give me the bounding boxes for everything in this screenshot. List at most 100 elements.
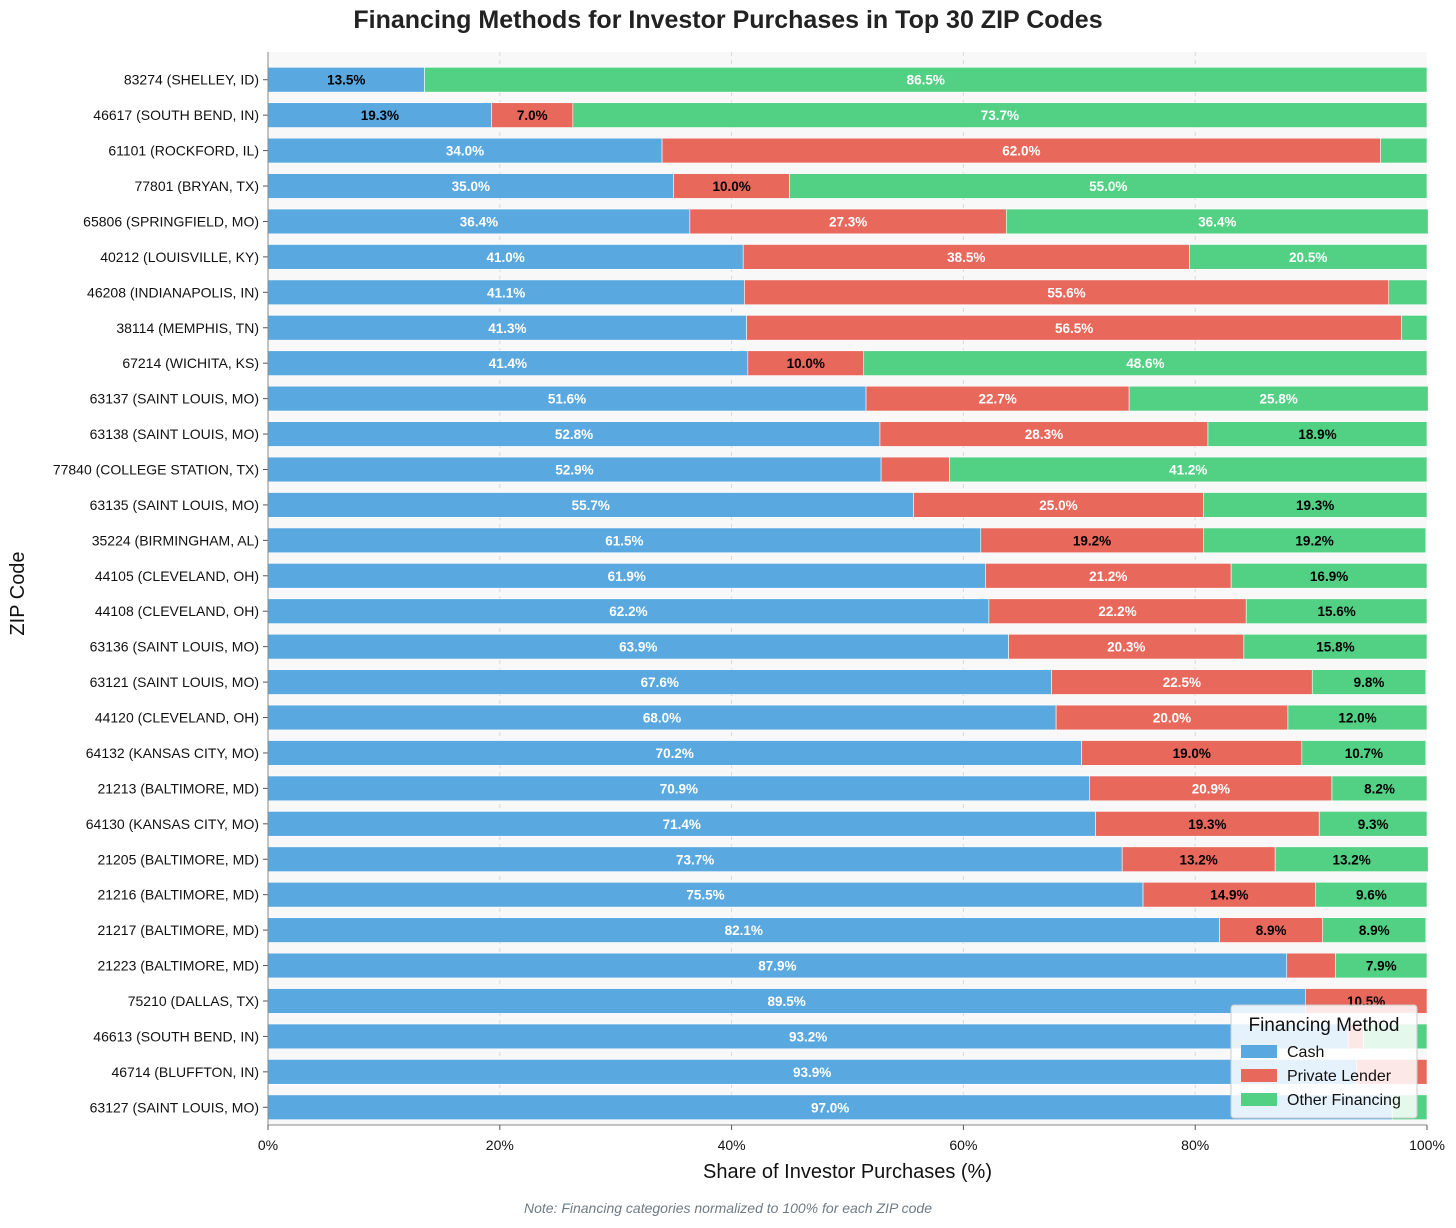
bar-segment (789, 173, 1428, 199)
bar-segment (267, 102, 492, 128)
y-axis-title: ZIP Code (7, 551, 29, 635)
bar-segment (985, 563, 1232, 589)
bar-segment (267, 315, 747, 341)
data-label: 87.9% (758, 959, 796, 974)
legend-box (1230, 1004, 1418, 1119)
bar-segment (1005, 208, 1429, 235)
legend-title: Financing Method (1248, 1015, 1399, 1036)
bar-segment (267, 846, 1123, 872)
legend-swatch (1241, 1069, 1277, 1082)
y-tick-label: 63138 (SAINT LOUIS, MO) (90, 426, 259, 442)
chart-note: Note: Financing categories normalized to… (523, 1200, 933, 1216)
data-label: 73.7% (676, 852, 714, 867)
data-label: 10.0% (712, 179, 750, 194)
bar-segment (1121, 846, 1276, 872)
bar-segment (1315, 881, 1428, 908)
bar-segment (1128, 385, 1429, 412)
data-label: 9.8% (1354, 675, 1385, 690)
y-tick-label: 40212 (LOUISVILLE, KY) (100, 249, 259, 265)
data-label: 15.8% (1316, 640, 1354, 655)
data-label: 89.5% (768, 994, 806, 1009)
legend-label: Cash (1287, 1044, 1324, 1061)
y-tick-label: 21205 (BALTIMORE, MD) (97, 851, 259, 867)
bar-segment (267, 598, 990, 624)
data-label: 19.3% (1296, 498, 1334, 513)
x-tick-label: 40% (718, 1137, 746, 1153)
bar-segment (742, 244, 1190, 270)
data-label: 20.3% (1107, 640, 1145, 655)
y-tick-label: 63127 (SAINT LOUIS, MO) (90, 1099, 259, 1115)
data-label: 13.5% (327, 73, 365, 88)
bar-segment (1274, 846, 1429, 872)
bar-segment (491, 102, 574, 128)
data-label: 27.3% (829, 214, 867, 229)
data-label: 71.4% (663, 817, 701, 832)
data-label: 73.7% (981, 108, 1019, 123)
data-label: 61.9% (608, 569, 646, 584)
bar-segment (1051, 669, 1313, 695)
y-tick-label: 65806 (SPRINGFIELD, MO) (83, 213, 259, 229)
data-label: 13.2% (1333, 852, 1371, 867)
bar-segment (1287, 704, 1428, 731)
bar-segment (267, 917, 1220, 943)
data-label: 41.3% (488, 321, 526, 336)
bar-segment (661, 137, 1381, 164)
bar-segment (1311, 669, 1427, 695)
bar-segment (1335, 952, 1428, 979)
data-label: 19.3% (1188, 817, 1226, 832)
y-tick-label: 63121 (SAINT LOUIS, MO) (90, 674, 259, 690)
axes: 83274 (SHELLEY, ID) 46617 (SOUTH BEND, IN… (7, 52, 1445, 1183)
y-tick-label: 83274 (SHELLEY, ID) (124, 72, 259, 88)
data-label: 41.0% (486, 250, 524, 265)
bar-segment (980, 527, 1204, 554)
bar-segment (1388, 279, 1428, 306)
data-label: 15.6% (1317, 604, 1355, 619)
data-label: 13.2% (1180, 852, 1218, 867)
bar-segment (949, 456, 1428, 483)
data-label: 20.5% (1289, 250, 1327, 265)
data-label: 70.9% (660, 781, 698, 796)
data-label: 34.0% (446, 144, 484, 159)
data-label: 41.4% (489, 356, 527, 371)
bar-segment (1081, 740, 1303, 766)
y-tick-label: 67214 (WICHITA, KS) (122, 355, 259, 371)
data-label: 55.6% (1047, 285, 1085, 300)
bar-segment (267, 385, 867, 412)
y-tick-label: 64130 (KANSAS CITY, MO) (86, 816, 259, 832)
legend-label: Private Lender (1287, 1068, 1392, 1085)
legend-label: Other Financing (1287, 1092, 1401, 1109)
data-label: 86.5% (907, 73, 945, 88)
chart-title: Financing Methods for Investor Purchases… (353, 6, 1103, 34)
bar-segment (267, 492, 914, 518)
bar-segment (267, 1023, 1349, 1050)
data-label: 18.9% (1298, 427, 1336, 442)
bar-segment (1301, 740, 1427, 766)
data-label: 55.7% (572, 498, 610, 513)
y-tick-label: 77801 (BRYAN, TX) (134, 178, 259, 194)
y-tick-label: 61101 (ROCKFORD, IL) (108, 143, 259, 159)
bar-segment (424, 67, 1428, 93)
legend[interactable]: Financing Method Cash Private Lender Other … (1230, 1004, 1418, 1119)
x-tick-label: 60% (949, 1137, 977, 1153)
data-label: 36.4% (460, 214, 498, 229)
data-label: 62.2% (609, 604, 647, 619)
data-label: 41.2% (1169, 462, 1207, 477)
data-label: 8.2% (1364, 781, 1395, 796)
bar-segment (747, 350, 865, 376)
data-label: 67.6% (641, 675, 679, 690)
data-label: 22.2% (1098, 604, 1136, 619)
bar-segment (267, 208, 691, 235)
x-axis-title: Share of Investor Purchases (%) (703, 1161, 992, 1183)
bar-segment (267, 1094, 1393, 1120)
bar-segment (267, 881, 1144, 908)
y-tick-label: 77840 (COLLEGE STATION, TX) (53, 461, 259, 477)
bar-segment (267, 1059, 1357, 1085)
legend-swatch (1241, 1093, 1277, 1106)
data-label: 20.0% (1153, 711, 1191, 726)
bar-segment (880, 456, 950, 483)
x-tick-label: 80% (1181, 1137, 1209, 1153)
bar-segment (1243, 633, 1428, 660)
data-label: 19.0% (1173, 746, 1211, 761)
data-label: 93.9% (793, 1065, 831, 1080)
